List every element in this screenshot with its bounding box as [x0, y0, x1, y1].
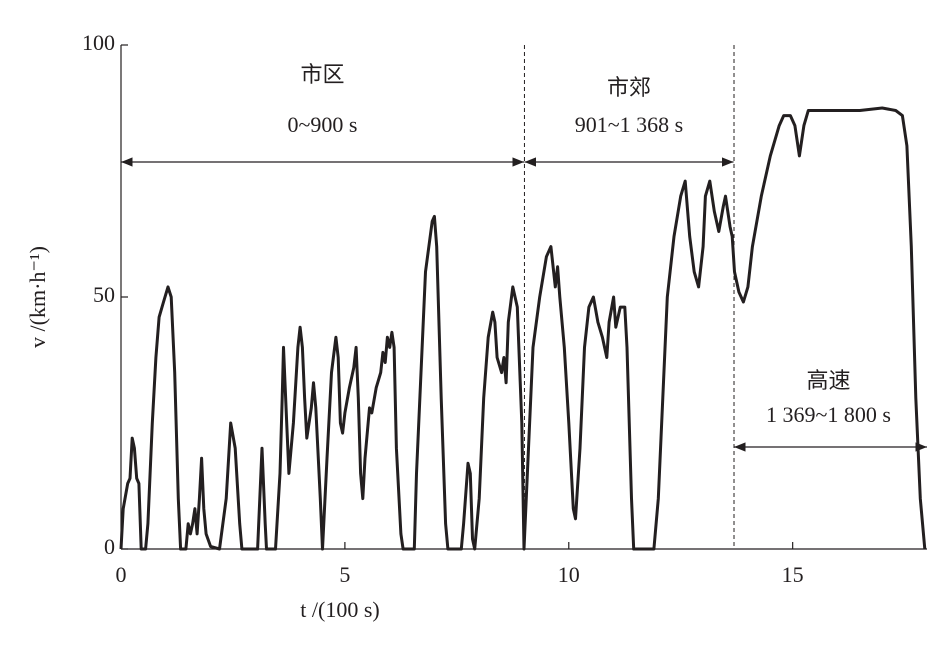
y-axis-label: v /(km·h⁻¹)	[25, 246, 50, 348]
segment-name: 高速	[806, 368, 850, 393]
x-axis-label: t /(100 s)	[300, 597, 379, 622]
x-tick-label: 15	[782, 562, 804, 587]
segment-range: 1 369~1 800 s	[766, 402, 891, 427]
x-tick-label: 10	[558, 562, 580, 587]
y-tick-label: 100	[82, 30, 115, 55]
segment-range: 0~900 s	[288, 112, 358, 137]
y-tick-label: 50	[93, 282, 115, 307]
segment-name: 市郊	[607, 75, 651, 100]
segment-range: 901~1 368 s	[575, 112, 683, 137]
segment-name: 市区	[300, 62, 344, 87]
x-tick-label: 5	[339, 562, 350, 587]
y-tick-label: 0	[104, 534, 115, 559]
speed-line	[119, 106, 927, 551]
x-tick-label: 0	[116, 562, 127, 587]
